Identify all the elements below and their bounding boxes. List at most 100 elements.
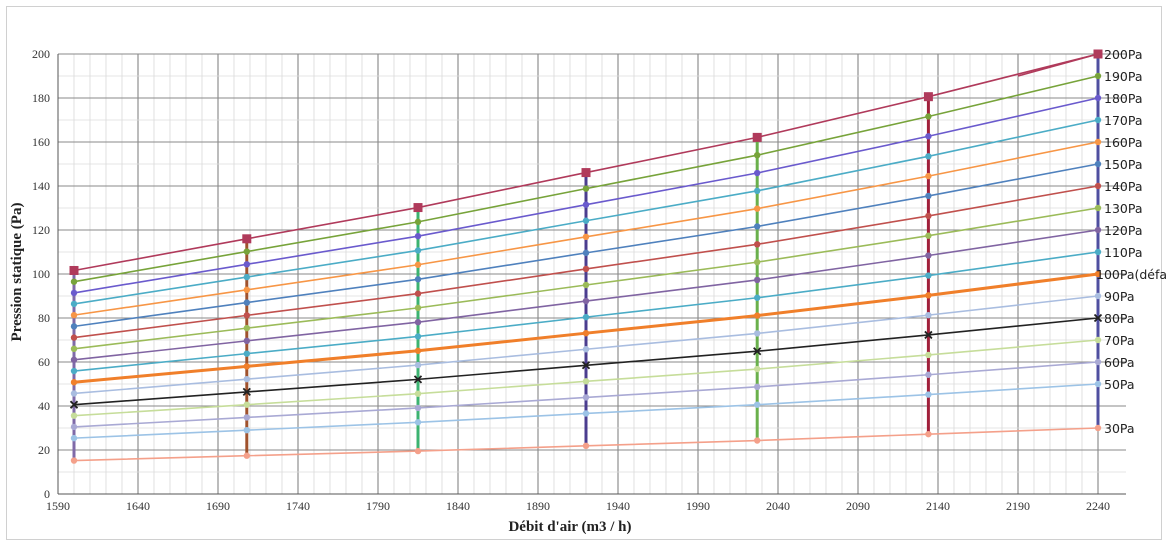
x-tick-label: 1990	[686, 499, 710, 513]
x-tick-label: 2190	[1006, 499, 1030, 513]
data-point	[582, 329, 590, 337]
data-point	[754, 437, 761, 444]
data-point	[1094, 424, 1102, 432]
y-tick-label: 20	[38, 443, 50, 457]
data-point	[582, 313, 590, 321]
data-point	[243, 299, 250, 306]
y-tick-label: 200	[32, 47, 50, 61]
data-point	[925, 371, 932, 378]
data-point	[754, 365, 761, 373]
data-point	[70, 390, 78, 397]
data-point	[414, 347, 422, 354]
data-point	[754, 205, 761, 212]
x-tick-label: 1640	[126, 499, 150, 513]
data-point	[243, 324, 250, 332]
y-tick-label: 60	[38, 355, 50, 369]
x-tick-label: 1790	[366, 499, 390, 513]
top-extension-line	[1017, 53, 1099, 77]
series-label: 190Pa	[1104, 69, 1143, 84]
data-point	[69, 400, 79, 409]
data-point	[754, 152, 761, 159]
series-label: 130Pa	[1104, 201, 1143, 216]
data-point	[70, 323, 78, 330]
y-tick-label: 120	[32, 223, 50, 237]
data-point	[1094, 72, 1102, 80]
data-point	[754, 401, 761, 408]
data-point	[923, 92, 933, 102]
data-point	[1094, 116, 1102, 124]
series-label: 180Pa	[1104, 91, 1143, 106]
data-point	[243, 363, 250, 370]
data-point	[582, 410, 590, 417]
data-point	[925, 232, 932, 239]
data-point	[582, 249, 590, 257]
data-point	[1093, 313, 1103, 323]
data-point	[582, 233, 590, 241]
data-point	[413, 375, 423, 384]
data-point	[243, 312, 250, 319]
x-tick-label: 2240	[1086, 499, 1110, 513]
data-point	[754, 294, 761, 301]
series-label: 110Pa	[1104, 245, 1143, 260]
y-tick-label: 40	[38, 399, 50, 413]
data-point	[924, 330, 933, 340]
series-label: 30Pa	[1104, 421, 1135, 436]
data-point	[582, 297, 590, 305]
data-point	[925, 252, 932, 259]
data-point	[414, 304, 422, 312]
data-point	[1094, 380, 1102, 388]
data-point	[414, 318, 422, 326]
data-point	[925, 212, 932, 220]
x-tick-label: 1690	[206, 499, 230, 513]
x-tick-label: 1840	[446, 499, 470, 513]
series-label: 90Pa	[1104, 289, 1135, 304]
data-point	[243, 427, 250, 434]
data-point	[925, 430, 932, 438]
data-point	[925, 272, 932, 279]
data-point	[582, 201, 590, 208]
data-point	[414, 218, 422, 226]
data-point	[243, 401, 250, 408]
data-point	[70, 311, 78, 319]
data-point	[70, 300, 78, 308]
data-point	[1094, 160, 1102, 168]
data-point	[414, 390, 422, 397]
data-point	[70, 412, 78, 419]
data-point	[243, 337, 250, 345]
data-point	[754, 258, 761, 266]
data-point	[242, 234, 252, 244]
data-point	[243, 350, 250, 357]
x-tick-label: 2140	[926, 499, 950, 513]
y-tick-label: 140	[32, 179, 50, 193]
data-point	[925, 351, 932, 359]
series-labels: 30Pa 50Pa 60Pa 70Pa 80Pa 90Pa 100Pa(défaut) 110…	[1096, 47, 1168, 436]
series-label: 70Pa	[1104, 333, 1135, 348]
data-point	[753, 347, 762, 356]
data-point	[754, 223, 761, 230]
data-point	[582, 185, 590, 192]
data-point	[925, 172, 932, 180]
x-tick-labels: 1590 1640 1690 1740 1790 1840 1890 1940 1990 2040…	[46, 499, 1110, 513]
data-point	[754, 312, 761, 319]
data-point	[243, 375, 250, 383]
data-point	[1094, 182, 1102, 190]
data-point	[243, 248, 250, 255]
x-tick-label: 2040	[766, 499, 790, 513]
data-point	[70, 434, 78, 442]
data-point	[1094, 204, 1102, 212]
data-point	[70, 457, 78, 464]
data-point	[1094, 336, 1102, 344]
data-point	[413, 203, 423, 213]
data-point	[1094, 94, 1102, 102]
data-point	[70, 379, 78, 386]
data-point	[925, 113, 932, 120]
data-point	[925, 292, 932, 299]
data-point	[582, 394, 590, 401]
data-point	[69, 265, 79, 275]
data-point	[925, 192, 932, 200]
y-tick-labels: 0 20 40 60 80 100 120 140 160 180 200	[32, 47, 50, 501]
x-tick-label: 1740	[286, 499, 310, 513]
series-label: 100Pa(défaut)	[1096, 267, 1168, 282]
data-point	[414, 361, 422, 369]
data-point	[582, 442, 590, 450]
